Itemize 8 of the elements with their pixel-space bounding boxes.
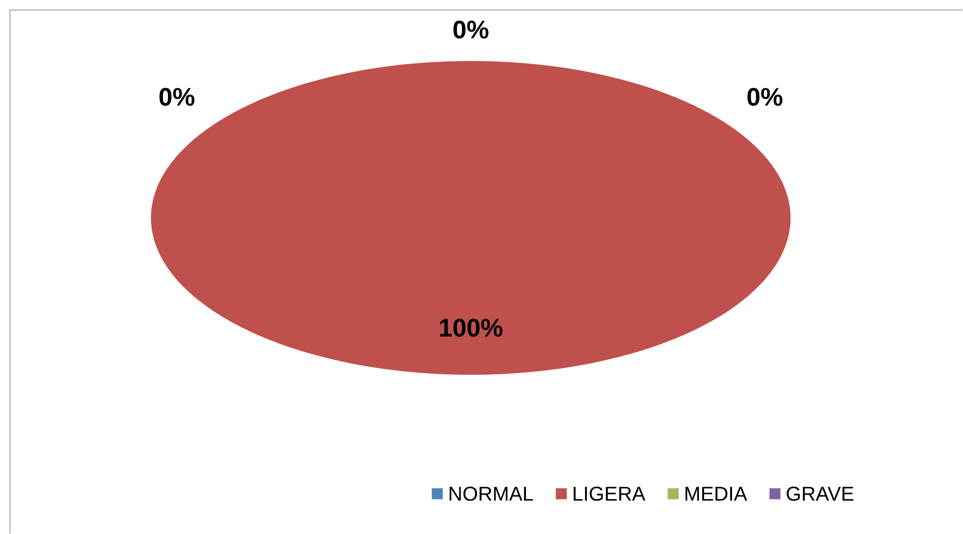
text: 0% [747,88,782,106]
legend-label: LIGERA [574,486,646,501]
text: 0% [159,88,194,106]
data-label: 100% [440,318,502,337]
legend-label: NORMAL [450,486,533,501]
legend-label: GRAVE [786,486,854,501]
text: 0% [453,20,488,38]
legend-label: MEDIA [686,486,748,501]
